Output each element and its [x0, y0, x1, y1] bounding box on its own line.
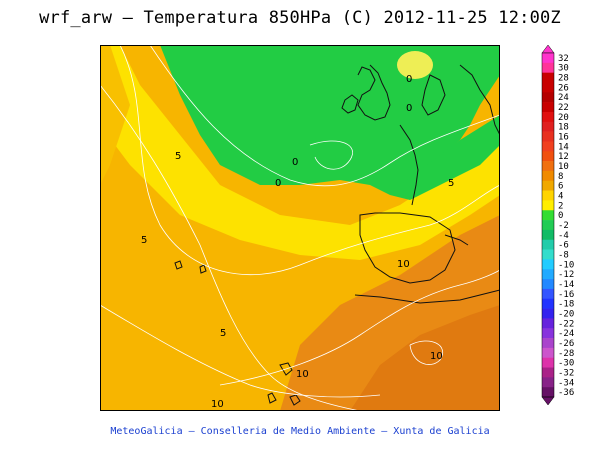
- colorbar-label: 28: [558, 74, 569, 84]
- colorbar-swatch: [542, 141, 554, 152]
- colorbar-swatch: [542, 82, 554, 93]
- contour-label: 5: [220, 328, 226, 339]
- colorbar-swatch: [542, 308, 554, 319]
- colorbar-swatch: [542, 102, 554, 113]
- west-band: [100, 45, 130, 185]
- contour-label: 10: [296, 369, 309, 380]
- contour-label: 0: [292, 157, 298, 168]
- contour-label: 0: [406, 74, 412, 85]
- colorbar-label: -2: [558, 221, 569, 231]
- footer-credit: MeteoGalicia – Conselleria de Medio Ambi…: [110, 426, 490, 437]
- colorbar-label: -12: [558, 270, 574, 280]
- colorbar-swatch: [542, 170, 554, 182]
- colorbar-swatch: [542, 259, 554, 270]
- colorbar-label: -6: [558, 241, 569, 251]
- isotherms: [100, 45, 500, 411]
- colorbar-swatch: [542, 279, 554, 290]
- contour-label: 10: [211, 399, 224, 410]
- colorbar-label: 22: [558, 103, 569, 113]
- colorbar-label: -10: [558, 260, 574, 270]
- colorbar-swatch: [542, 151, 554, 162]
- temperature-map: 0 0 0 0 5 5 5 5 10 10 10 10: [100, 45, 500, 411]
- colorbar-swatch: [542, 367, 554, 378]
- colorbar-frame: [541, 52, 555, 398]
- colorbar-label: 16: [558, 133, 569, 143]
- colorbar-label: -22: [558, 319, 574, 329]
- colorbar-swatch: [542, 210, 554, 221]
- colorbar-label: 24: [558, 93, 569, 103]
- colorbar-swatch: [542, 131, 554, 142]
- colorbar-label: 20: [558, 113, 569, 123]
- colorbar-swatch: [542, 229, 554, 241]
- colorbar-label: 14: [558, 142, 569, 152]
- contour-label: 10: [430, 351, 443, 362]
- colorbar-label: 6: [558, 182, 563, 192]
- colorbar-swatch: [542, 53, 554, 64]
- colorbar-swatch: [542, 269, 554, 280]
- contour-label: 5: [141, 235, 147, 246]
- colorbar-label: -30: [558, 359, 574, 369]
- contour-label: 0: [406, 103, 412, 114]
- colorbar-swatch: [542, 200, 554, 211]
- colorbar-label: -20: [558, 309, 574, 319]
- colorbar-swatch: [542, 249, 554, 260]
- colorbar-swatch: [542, 62, 554, 73]
- colorbar-swatch: [542, 180, 554, 191]
- cold-pool-east: [370, 115, 500, 200]
- contour-label: 0: [275, 178, 281, 189]
- colorbar-label: -28: [558, 349, 574, 359]
- colorbar-label: -18: [558, 300, 574, 310]
- colorbar-swatch: [542, 288, 554, 300]
- colorbar-swatch: [542, 347, 554, 358]
- colorbar-label: 0: [558, 211, 563, 221]
- colorbar-label: -8: [558, 250, 569, 260]
- colorbar-swatch: [542, 338, 554, 349]
- colorbar-label: 12: [558, 152, 569, 162]
- colorbar-swatch: [542, 318, 554, 329]
- colorbar-label: -26: [558, 339, 574, 349]
- colorbar-label: -36: [558, 388, 574, 398]
- map-title: wrf_arw – Temperatura 850HPa (C) 2012-11…: [39, 8, 561, 28]
- colorbar-swatch: [542, 72, 554, 83]
- yellow-band: [100, 45, 500, 260]
- colorbar-swatch: [542, 377, 554, 388]
- colorbar-label: 4: [558, 192, 563, 202]
- colorbar-top-cap: [541, 45, 555, 54]
- colorbar-label: 26: [558, 83, 569, 93]
- colorbar-swatch: [542, 357, 554, 368]
- colorbar-swatch: [542, 92, 554, 103]
- colorbar-label: -16: [558, 290, 574, 300]
- colorbar-bottom-cap: [541, 396, 555, 405]
- colorbar-label: -34: [558, 378, 574, 388]
- colorbar-label: 2: [558, 201, 563, 211]
- colorbar-swatch: [542, 161, 554, 172]
- colorbar-label: 8: [558, 172, 563, 182]
- colorbar-swatch: [542, 220, 554, 231]
- colorbar-swatch: [542, 121, 554, 132]
- colorbar-swatch: [542, 328, 554, 339]
- colorbar-swatch: [542, 239, 554, 250]
- map-frame: [100, 45, 500, 411]
- contour-label: 5: [175, 151, 181, 162]
- colorbar-label: -14: [558, 280, 574, 290]
- colorbar-label: 30: [558, 64, 569, 74]
- colorbar-label: 32: [558, 54, 569, 64]
- colorbar-label: -24: [558, 329, 574, 339]
- colorbar-label: -4: [558, 231, 569, 241]
- contour-label: 5: [448, 178, 454, 189]
- colorbar-label: 18: [558, 123, 569, 133]
- colorbar-label: -32: [558, 368, 574, 378]
- warm-patch: [397, 51, 433, 79]
- colorbar-swatch: [542, 190, 554, 201]
- contour-label: 10: [397, 259, 410, 270]
- colorbar-swatch: [542, 387, 554, 398]
- colorbar-label: 10: [558, 162, 569, 172]
- contour-labels: 0 0 0 0 5 5 5 5 10 10 10 10: [141, 74, 454, 410]
- colorbar-swatch: [542, 111, 554, 123]
- coastlines: [174, 64, 500, 406]
- colorbar: 32302826242220181614121086420-2-4-6-8-10…: [541, 45, 574, 405]
- cold-pool: [160, 45, 500, 185]
- warm-zone-inner: [350, 305, 500, 411]
- colorbar-swatch: [542, 298, 554, 309]
